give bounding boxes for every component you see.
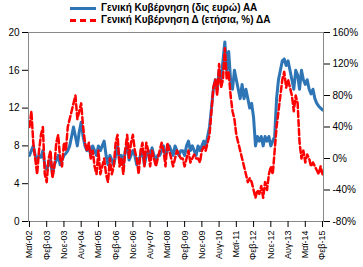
- svg-text:0: 0: [14, 216, 20, 227]
- svg-text:Φεβ-12: Φεβ-12: [248, 231, 258, 260]
- svg-text:Μαϊ-11: Μαϊ-11: [231, 231, 241, 258]
- svg-text:4: 4: [14, 178, 20, 189]
- svg-text:Νοε-06: Νοε-06: [128, 231, 138, 260]
- svg-text:120%: 120%: [333, 58, 359, 69]
- svg-text:40%: 40%: [333, 121, 353, 132]
- svg-text:Νοε-12: Νοε-12: [266, 231, 276, 260]
- svg-text:Αυγ-10: Αυγ-10: [214, 231, 224, 259]
- svg-text:Μαϊ-14: Μαϊ-14: [300, 231, 310, 259]
- svg-text:Φεβ-06: Φεβ-06: [111, 231, 121, 260]
- svg-text:Αυγ-04: Αυγ-04: [76, 231, 86, 259]
- svg-text:-80%: -80%: [333, 216, 356, 227]
- svg-text:16: 16: [8, 65, 20, 76]
- svg-text:160%: 160%: [333, 27, 359, 38]
- html-text:Γενική Κυβέρνηση Δ (ετήσια, %): Γενική Κυβέρνηση Δ (ετήσια, %) ΔΑ: [101, 14, 271, 25]
- svg-text:12: 12: [8, 102, 20, 113]
- svg-text:0%: 0%: [333, 153, 348, 164]
- html-text:Γενική Κυβέρνηση (δις ευρώ) ΑΑ: Γενική Κυβέρνηση (δις ευρώ) ΑΑ: [101, 2, 258, 13]
- svg-text:Νοε-03: Νοε-03: [59, 231, 69, 260]
- svg-text:Φεβ-03: Φεβ-03: [42, 231, 52, 260]
- svg-text:Φεβ-15: Φεβ-15: [317, 231, 327, 260]
- svg-text:Μαϊ-02: Μαϊ-02: [24, 231, 34, 259]
- svg-text:Μαϊ-08: Μαϊ-08: [162, 231, 172, 259]
- svg-text:8: 8: [14, 140, 20, 151]
- svg-text:Νοε-09: Νοε-09: [197, 231, 207, 260]
- svg-text:Αυγ-07: Αυγ-07: [145, 231, 155, 259]
- svg-text:Μαϊ-05: Μαϊ-05: [93, 231, 103, 259]
- svg-text:Φεβ-09: Φεβ-09: [180, 231, 190, 260]
- svg-text:20: 20: [8, 27, 20, 38]
- svg-text:80%: 80%: [333, 90, 353, 101]
- svg-text:-40%: -40%: [333, 184, 356, 195]
- svg-text:Αυγ-13: Αυγ-13: [283, 231, 293, 259]
